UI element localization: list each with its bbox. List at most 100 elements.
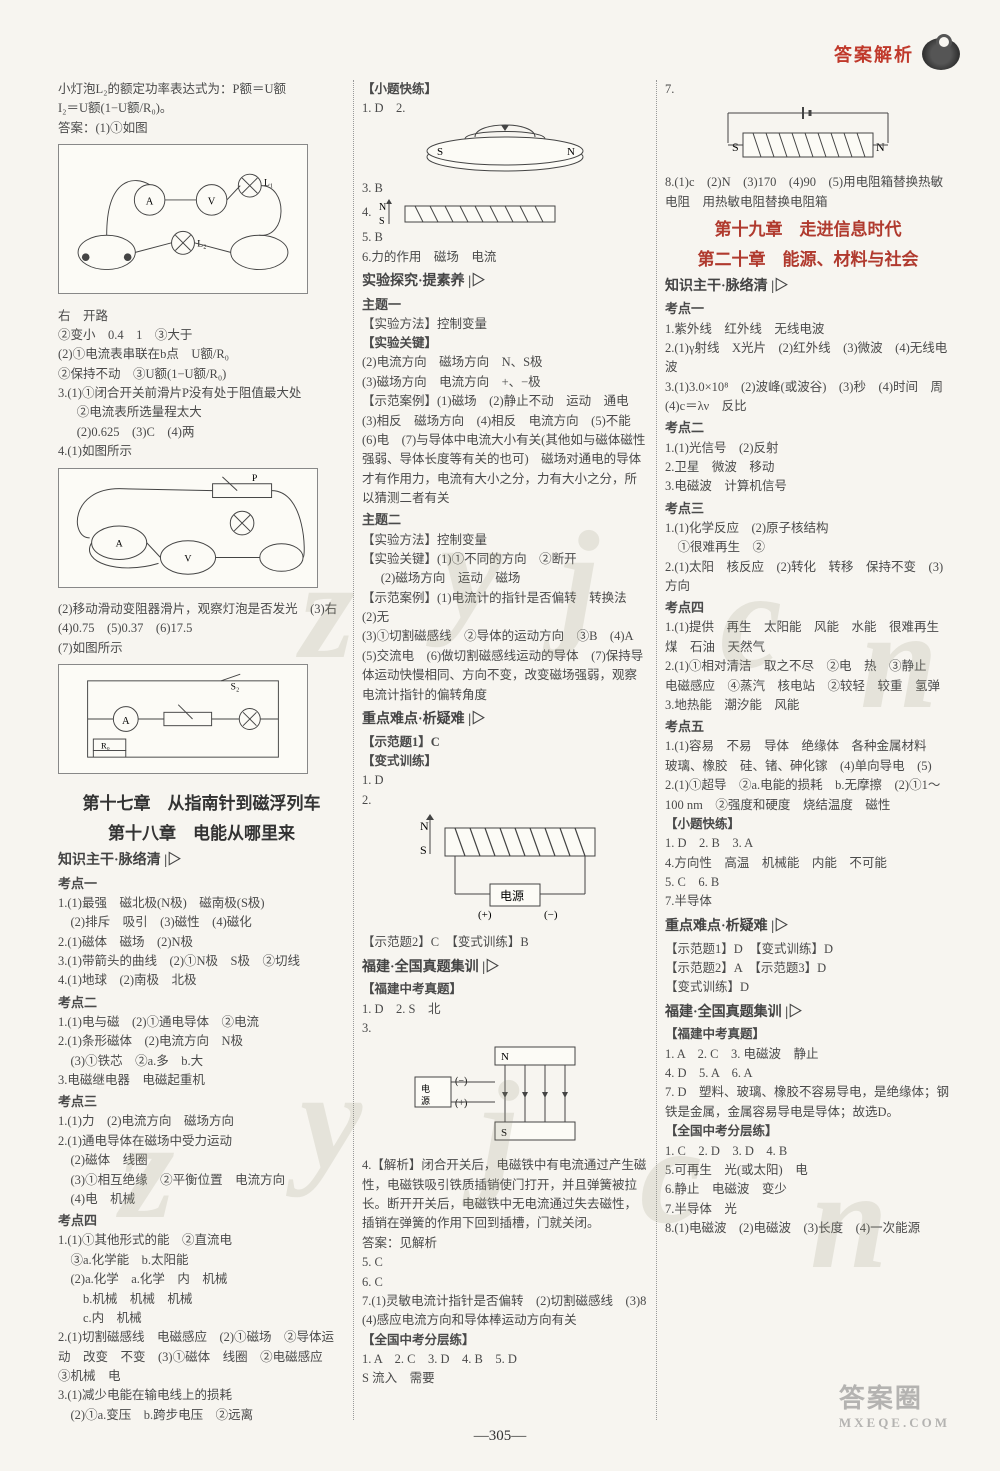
svg-text:S: S — [501, 1127, 507, 1139]
chapter-19-title: 第十九章 走进信息时代 — [665, 218, 951, 242]
page-root: 答案解析 z y j c n z y j c n 小灯泡L₂的额定功率表达式为：… — [0, 0, 1000, 1471]
text-line: 4. NS — [362, 198, 648, 228]
text-line: 【示范题1】D 【变式训练】D — [665, 940, 951, 959]
text-line: 4.【解析】闭合开关后，电磁铁中有电流通过产生磁性，电磁铁吸引铁质插销使门打开，… — [362, 1156, 648, 1234]
text-line: 2.(1)条形磁体 (2)电流方向 N极 — [58, 1032, 345, 1051]
text-line: 3.(1)①闭合开关前滑片P没有处于阻值最大处 — [58, 384, 345, 403]
text-line: ②电流表所选量程太大 — [58, 403, 345, 422]
column-2: 【小题快练】 1. D 2. SN 3. B 4. NS 5. B 6 — [353, 80, 656, 1420]
section-label: 重点难点·析疑难 |▷ — [665, 916, 951, 938]
text-line: 3. B — [362, 179, 648, 198]
text-line: 1.(1)力 (2)电流方向 磁场方向 — [58, 1112, 345, 1131]
text-line: 7.半导体 — [665, 892, 951, 911]
text-line: ②保持不动 ③U额(1−U额/R₀) — [58, 365, 345, 384]
svg-text:S: S — [437, 146, 443, 158]
text-line: 7.半导体 光 — [665, 1200, 951, 1219]
text-line: 7. — [665, 80, 951, 99]
svg-text:V: V — [208, 197, 216, 208]
text-line: 1. D 2. S 北 — [362, 1000, 648, 1019]
text-line: 2.(1)太阳 核反应 (2)转化 转移 保持不变 (3)方向 — [665, 558, 951, 597]
section-label: 【变式训练】 — [362, 752, 648, 771]
text-line: 7.(1)灵敏电流计指针是否偏转 (2)切割磁感线 (3)8 (4)感应电流方向… — [362, 1292, 648, 1331]
svg-text:V: V — [184, 553, 191, 564]
svg-text:A: A — [116, 538, 124, 549]
brand-sub: MXEQE.COM — [839, 1415, 950, 1431]
text-line: 6.静止 电磁波 变少 — [665, 1180, 951, 1199]
text-line: 2.(1)γ射线 X光片 (2)红外线 (3)微波 (4)无线电波 — [665, 339, 951, 378]
text-line: 【实验方法】控制变量 — [362, 315, 648, 334]
chapter-18-title: 第十八章 电能从哪里来 — [58, 822, 345, 846]
text-line: ①很难再生 ② — [665, 538, 951, 557]
section-label: 【福建中考真题】 — [362, 980, 648, 999]
column-3: 7. SN 8.(1)c (2)N (3)170 (4)90 (5)用电阻箱替换… — [656, 80, 959, 1420]
text-line: 6.力的作用 磁场 电流 — [362, 248, 648, 267]
text-line: 2.(1)通电导体在磁场中受力运动 — [58, 1132, 345, 1151]
text-line: (2)排斥 吸引 (3)磁性 (4)磁化 — [58, 913, 345, 932]
text-line: 1. D — [362, 771, 648, 790]
svg-text:源: 源 — [421, 1096, 430, 1106]
magnet-figure: SN — [405, 123, 605, 175]
text-line: 4.(1)地球 (2)南极 北极 — [58, 971, 345, 990]
text-line: I₂＝U额(1−U额/R₀)。 — [58, 99, 345, 118]
text-line: 1.(1)容易 不易 导体 绝缘体 各种金属材料 玻璃、橡胶 硅、锗、砷化镓 (… — [665, 737, 951, 776]
text-line: (7)如图所示 — [58, 639, 345, 658]
svg-text:(+): (+) — [478, 909, 492, 921]
text-line: 【示范题1】C — [362, 733, 648, 752]
svg-text:N: N — [501, 1051, 509, 1063]
svg-text:A: A — [146, 197, 154, 208]
text-line: 2.(1)①相对清洁 取之不尽 ②电 热 ③静止 电磁感应 ④蒸汽 核电站 ②较… — [665, 657, 951, 696]
text-line: (3)相反 磁场方向 (4)相反 电流方向 (5)不能 — [362, 412, 648, 431]
text-line: 4.方向性 高温 机械能 内能 不可能 — [665, 854, 951, 873]
text-line: 2.(1)①超导 ②a.电能的损耗 b.无摩擦 (2)①1～100 nm ②强度… — [665, 776, 951, 815]
text-line: 3.电磁继电器 电磁起重机 — [58, 1071, 345, 1090]
text-line: 1.(1)①其他形式的能 ②直流电 — [58, 1231, 345, 1250]
text-line: 1.(1)最强 磁北极(N极) 磁南极(S极) — [58, 894, 345, 913]
section-label: 实验探究·提素养 |▷ — [362, 271, 648, 293]
topic-label: 考点三 — [665, 499, 951, 519]
topic-label: 考点四 — [665, 598, 951, 618]
text-line: 1. C 2. D 3. D 4. B — [665, 1142, 951, 1161]
page-header: 答案解析 — [834, 38, 960, 70]
text-line: 5. B — [362, 228, 648, 247]
text-line: 3. — [362, 1019, 648, 1038]
column-1: 小灯泡L₂的额定功率表达式为：P额＝U额 I₂＝U额(1−U额/R₀)。 答案：… — [50, 80, 353, 1420]
svg-text:N: N — [379, 202, 386, 213]
text-line: 【实验关键】(1)①不同的方向 ②断开 — [362, 550, 648, 569]
text-line: (2)①电流表串联在b点 U额/R₀ — [58, 345, 345, 364]
text-line: 答案：(1)①如图 — [58, 119, 345, 138]
text-line: S 流入 需要 — [362, 1369, 648, 1388]
text-line: (3)①相互绝缘 ②平衡位置 电流方向 — [58, 1171, 345, 1190]
text-line: (6)电 (7)与导体中电流大小有关(其他如与磁体磁性强弱、导体长度等有关的也可… — [362, 431, 648, 509]
text-line: 右 开路 — [58, 307, 345, 326]
text-line: c.内 机械 — [58, 1309, 345, 1328]
header-title: 答案解析 — [834, 41, 914, 67]
solenoid-circuit-figure: NS 电源 (+)(−) — [400, 814, 610, 929]
topic-label: 主题二 — [362, 510, 648, 530]
text-line: (2)移动滑动变阻器滑片，观察灯泡是否发光 (3)右 (4)0.75 (5)0.… — [58, 600, 345, 639]
text-line: 3.电磁波 计算机信号 — [665, 477, 951, 496]
text-line: 2.卫星 微波 移动 — [665, 458, 951, 477]
topic-label: 考点四 — [58, 1211, 345, 1231]
text-line: 5.可再生 光(或太阳) 电 — [665, 1161, 951, 1180]
magnet-field-figure: N S 电源 (−)(+) — [405, 1042, 605, 1152]
text-line: 7. D 塑料、玻璃、橡胶不容易导电，是绝缘体；钢铁是金属，金属容易导电是导体；… — [665, 1083, 951, 1122]
text-line: (2)电流方向 磁场方向 N、S极 — [362, 353, 648, 372]
header-logo-icon — [922, 38, 960, 70]
text-line: 8.(1)c (2)N (3)170 (4)90 (5)用电阻箱替换热敏电阻 用… — [665, 173, 951, 212]
text-line: (2)①a.变压 b.跨步电压 ②远离 — [58, 1406, 345, 1425]
text-line: 1.(1)光信号 (2)反射 — [665, 439, 951, 458]
text-line: 【示范案例】(1)磁场 (2)静止不动 运动 通电 — [362, 392, 648, 411]
text-line: (2)a.化学 a.化学 内 机械 — [58, 1270, 345, 1289]
text-line: 3.(1)带箭头的曲线 (2)①N极 S极 ②切线 — [58, 952, 345, 971]
topic-label: 考点二 — [58, 993, 345, 1013]
text-line: (3)①铁芯 ②a.多 b.大 — [58, 1052, 345, 1071]
svg-text:(−): (−) — [544, 909, 558, 921]
text-line: 1. D 2. B 3. A — [665, 834, 951, 853]
section-label: 【小题快练】 — [665, 815, 951, 834]
topic-label: 考点五 — [665, 717, 951, 737]
text-line: ②变小 0.4 1 ③大于 — [58, 326, 345, 345]
svg-text:电源: 电源 — [500, 889, 524, 903]
section-label: 【实验关键】 — [362, 334, 648, 353]
section-label: 重点难点·析疑难 |▷ — [362, 709, 648, 731]
text-line: ③a.化学能 b.太阳能 — [58, 1251, 345, 1270]
